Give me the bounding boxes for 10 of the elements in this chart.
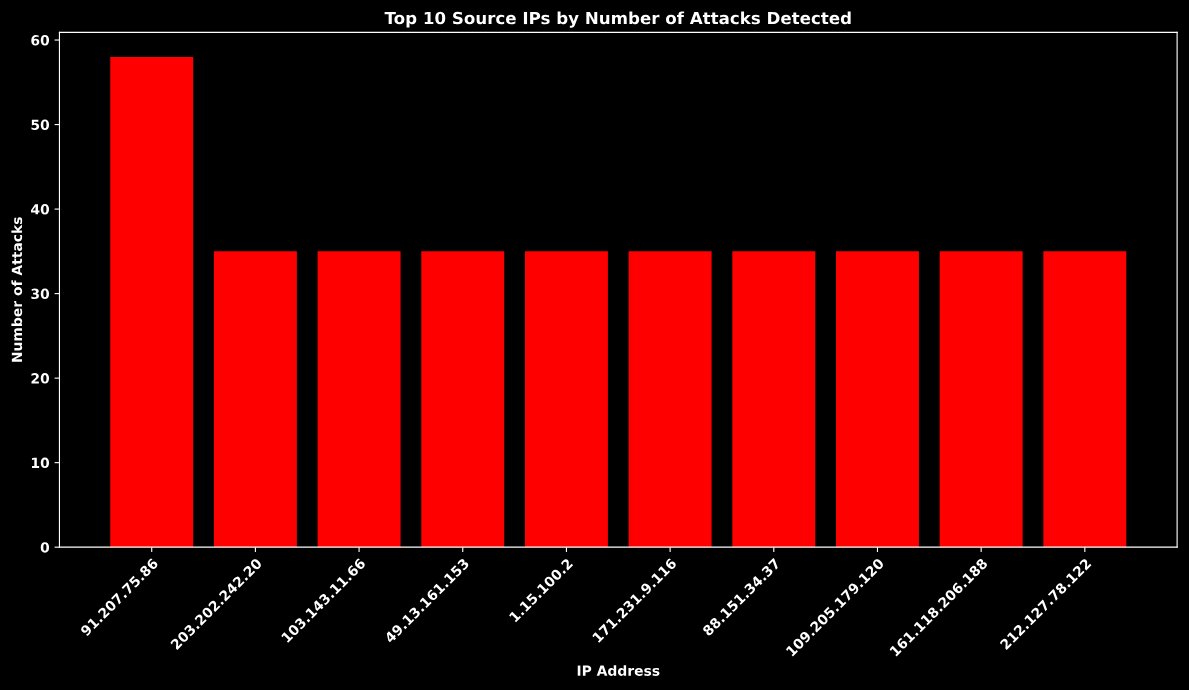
y-tick-label: 30 xyxy=(31,288,50,300)
y-tick-label: 60 xyxy=(31,35,50,46)
y-tick-label: 0 xyxy=(40,542,50,553)
chart-title: Top 10 Source IPs by Number of Attacks Detected xyxy=(384,11,851,28)
y-tick-label: 10 xyxy=(31,457,50,469)
x-axis-title: IP Address xyxy=(577,665,660,676)
y-tick-label: 20 xyxy=(31,373,50,384)
y-tick-label: 40 xyxy=(31,204,50,215)
y-tick-label: 50 xyxy=(31,119,50,131)
y-axis-title: Number of Attacks xyxy=(11,217,23,362)
